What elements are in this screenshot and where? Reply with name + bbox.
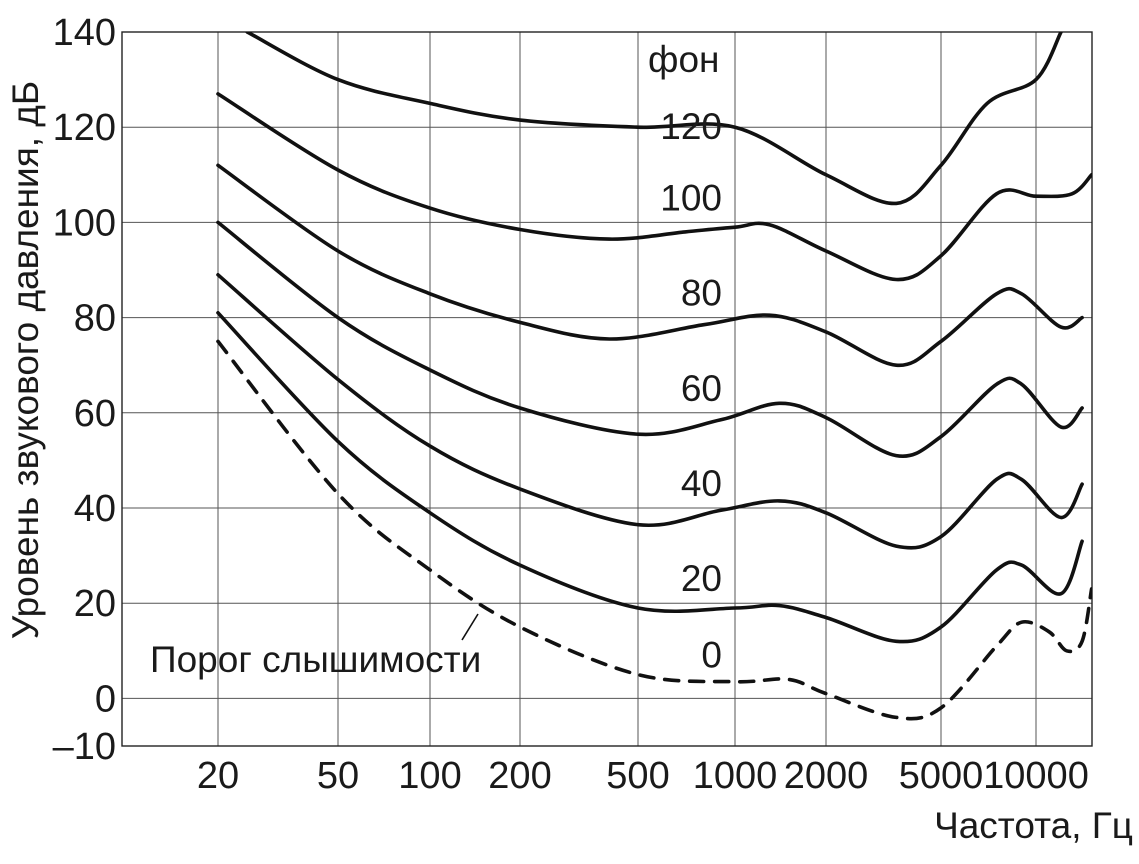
x-tick-label: 100 [398, 755, 461, 797]
y-tick-label: 60 [74, 393, 116, 435]
x-tick-label: 50 [317, 755, 359, 797]
curve-label-0: 0 [701, 634, 722, 675]
curve-label-120: 120 [660, 106, 722, 147]
curve-label-40: 40 [681, 463, 722, 504]
x-tick-label: 1000 [693, 755, 778, 797]
y-tick-label: 20 [74, 583, 116, 625]
x-tick-label: 5000 [899, 755, 984, 797]
threshold-label: Порог слышимости [150, 639, 481, 680]
x-tick-label: 2000 [784, 755, 869, 797]
loudness-curve-40-phon [216, 273, 1084, 550]
x-tick-label: 500 [606, 755, 669, 797]
loudness-curve-60-phon [216, 220, 1084, 458]
loudness-curve-20-phon [216, 311, 1084, 644]
x-tick-labels: 20 50 100 200 500 1000 2000 5000 10000 [197, 755, 1089, 797]
y-axis-label: Уровень звукового давления, дБ [5, 81, 46, 639]
threshold-leader-line [461, 613, 479, 641]
y-tick-label: 80 [74, 298, 116, 340]
loudness-curve-100-phon [216, 92, 1092, 282]
x-tick-label: 200 [488, 755, 551, 797]
curve-label-20: 20 [681, 558, 722, 599]
y-tick-label: 0 [95, 678, 116, 720]
y-tick-label: 40 [74, 488, 116, 530]
curve-label-60: 60 [681, 368, 722, 409]
phon-unit-label: фон [648, 39, 719, 80]
y-tick-labels: 140 120 100 80 60 40 20 0 –10 [53, 12, 116, 768]
curve-label-100: 100 [660, 177, 722, 218]
y-tick-label: 100 [53, 202, 116, 244]
x-axis-label: Частота, Гц [934, 805, 1133, 846]
loudness-curve-80-phon [216, 163, 1084, 368]
loudness-curve-0-phon [216, 339, 1092, 721]
x-tick-label: 20 [197, 755, 239, 797]
curve-label-80: 80 [681, 273, 722, 314]
x-tick-label: 10000 [983, 755, 1089, 797]
y-tick-label: 140 [53, 12, 116, 54]
loudness-curves [216, 32, 1092, 721]
loudness-curve-120-phon [245, 32, 1063, 206]
chart-grid [122, 31, 1092, 747]
curve-labels: 120 100 80 60 40 20 0 [660, 106, 722, 675]
y-tick-label: –10 [53, 726, 116, 768]
plot-frame [121, 31, 1093, 747]
y-tick-label: 120 [53, 107, 116, 149]
